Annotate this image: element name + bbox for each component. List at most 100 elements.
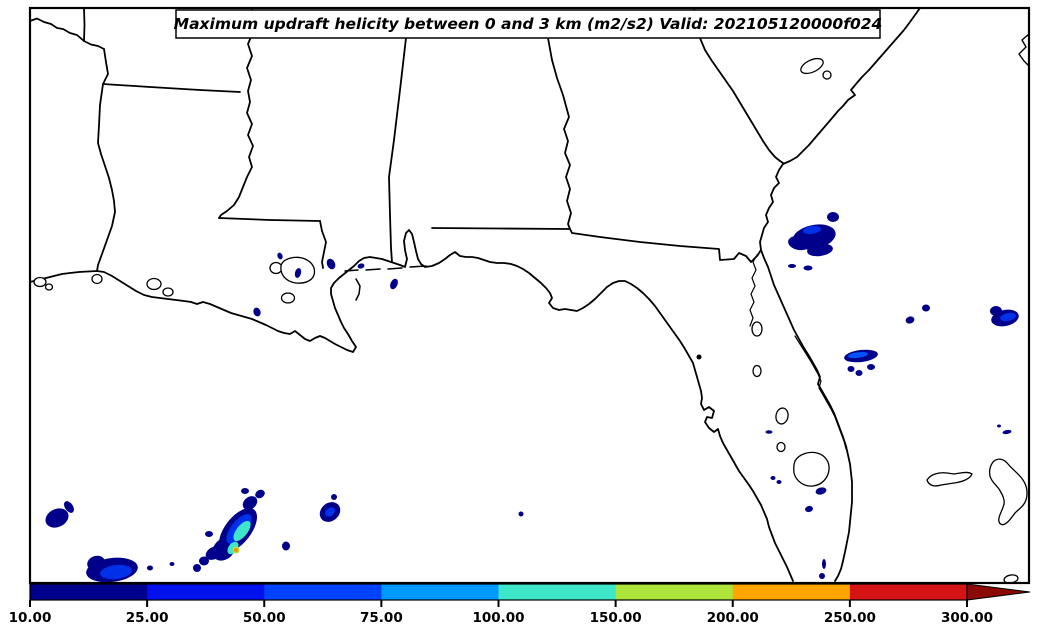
map-frame: [28, 6, 1031, 585]
indian-river-lagoon: [794, 335, 847, 450]
helicity-blob: [922, 304, 930, 312]
colorbar-segment: [849, 584, 967, 600]
lake-istokpoga: [776, 441, 786, 453]
white-lake: [162, 287, 174, 297]
helicity-blob: [518, 511, 524, 517]
helicity-blob: [805, 505, 813, 513]
helicity-blob: [765, 430, 773, 434]
title-box-border: [175, 9, 881, 39]
helicity-blob: [45, 508, 69, 528]
state-boundaries: [29, 7, 784, 272]
helicity-blob: [234, 548, 238, 552]
title-box: Maximum updraft helicity between 0 and 3…: [174, 9, 883, 39]
helicity-blob: [64, 501, 74, 513]
colorbar-tick-label: 200.00: [707, 610, 759, 626]
colorbar: 10.00 25.00 50.00 75.00 100.00 150.00 200.00 25…: [9, 583, 1031, 626]
helicity-blob: [205, 531, 213, 537]
helicity-blobs-layer: [45, 212, 1019, 588]
helicity-blob: [770, 476, 776, 480]
helicity-blob: [827, 212, 839, 222]
helicity-blob: [1002, 429, 1012, 435]
lake-okeechobee: [793, 451, 830, 487]
colorbar-segment: [615, 584, 734, 600]
colorbar-tick-label: 150.00: [590, 610, 642, 626]
helicity-blob: [205, 546, 223, 560]
stjohns-river: [749, 254, 758, 327]
colorbar-tick-label: 50.00: [243, 610, 286, 626]
border-louisiana-mississippi: [218, 217, 321, 222]
colorbar-segment: [30, 584, 149, 600]
border-mississippi-alabama: [388, 37, 407, 263]
lake-marion: [800, 57, 824, 75]
helicity-blob: [100, 564, 132, 580]
lake-george: [751, 321, 763, 337]
colorbar-over-arrow: [966, 583, 1031, 601]
atlantic-coastline: [759, 7, 921, 582]
border-florida-georgia: [569, 228, 762, 263]
helicity-blob: [905, 316, 915, 324]
helicity-blob: [390, 278, 398, 290]
helicity-blob: [325, 507, 335, 517]
coastal-lagoon-west2: [44, 283, 54, 291]
lake-kissimmee: [775, 407, 789, 425]
lake-salvador: [280, 292, 296, 304]
colorbar-tick-label: 75.00: [360, 610, 403, 626]
border-oklahoma-arkansas: [83, 7, 86, 42]
calcasieu-lake: [146, 277, 162, 291]
coastlines: [29, 7, 1030, 582]
lake-apopka: [752, 364, 762, 378]
colorbar-tick-label: 100.00: [472, 610, 524, 626]
helicity-blob: [331, 494, 337, 500]
lakes-and-islands: [33, 57, 1028, 584]
colorbar-tick-label: 300.00: [941, 610, 993, 626]
colorbar-tick-label: 25.00: [126, 610, 169, 626]
colorbar-tick-label: 10.00: [9, 610, 52, 626]
grand-bahama-island: [926, 471, 973, 487]
helicity-blob: [199, 556, 209, 566]
helicity-blob: [255, 489, 265, 499]
border-georgia-southcarolina: [693, 7, 784, 164]
helicity-blob: [326, 258, 336, 270]
colorbar-segment: [498, 584, 617, 600]
colorbar-tick-label: 250.00: [824, 610, 876, 626]
helicity-blob: [788, 264, 796, 268]
helicity-blob: [822, 559, 826, 569]
helicity-blob: [147, 565, 153, 571]
helicity-blob: [277, 252, 283, 260]
helicity-blob: [169, 562, 175, 566]
colorbar-segment: [147, 584, 266, 600]
helicity-blob: [776, 480, 782, 484]
helicity-blob: [242, 496, 258, 510]
helicity-blob: [193, 564, 201, 572]
coastal-lagoon-west: [33, 276, 47, 288]
coastal-lake-dot: [696, 354, 702, 360]
helicity-blob: [294, 268, 302, 278]
helicity-blob: [815, 487, 827, 495]
border-alabama-florida: [431, 227, 571, 230]
colorbar-segment: [264, 584, 383, 600]
border-pearl-river: [319, 220, 327, 269]
border-texas-louisiana: [96, 83, 116, 272]
helicity-blob: [1000, 312, 1016, 322]
border-red-river: [29, 17, 105, 50]
helicity-blob: [867, 364, 875, 370]
lake-moultrie: [822, 70, 832, 80]
helicity-blob: [990, 306, 1002, 316]
helicity-blob: [788, 235, 810, 251]
colorbar-segment: [732, 584, 851, 600]
helicity-blob: [819, 573, 825, 579]
border-mississippi-river: [218, 7, 254, 219]
helicity-blob: [997, 424, 1001, 428]
helicity-blob: [233, 520, 251, 542]
sabine-lake: [91, 273, 103, 285]
helicity-blob: [803, 225, 821, 235]
helicity-blob: [847, 366, 855, 372]
carolina-inlet: [1018, 33, 1030, 67]
plot-title: Maximum updraft helicity between 0 and 3…: [174, 15, 883, 33]
helicity-blob: [803, 265, 813, 271]
border-alabama-georgia: [547, 37, 572, 230]
helicity-blob: [807, 243, 833, 257]
gulf-coastline: [29, 229, 794, 582]
